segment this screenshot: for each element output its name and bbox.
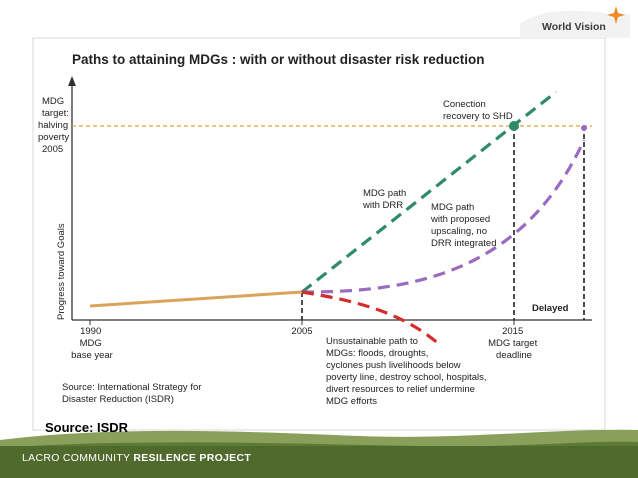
recovery-point (509, 121, 519, 131)
figure-source-note: Source: International Strategy for Disas… (62, 382, 204, 405)
y-axis-arrow (68, 76, 76, 86)
star-icon (607, 6, 625, 24)
annotation-unsustainable: Unsustainable path to MDGs: floods, drou… (326, 336, 489, 407)
y-axis-label: Progress toward Goals (56, 223, 67, 320)
x-tick-label-1990: 1990 MDG base year (71, 326, 113, 361)
chart-title: Paths to attaining MDGs : with or withou… (72, 52, 485, 67)
annotation-with-drr: MDG path with DRR (362, 188, 409, 211)
annotation-upscaling: MDG path with proposed upscaling, no DRR… (430, 202, 496, 249)
x-tick-label-2005: 2005 (291, 326, 312, 337)
y-target-label: MDG target: halving poverty 2005 (38, 96, 72, 155)
delayed-point (581, 125, 587, 131)
footer-project-name: LACRO COMMUNITY RESILENCE PROJECT (22, 452, 251, 464)
footer-band (0, 446, 638, 478)
logo-brand-text: World Vision (542, 21, 606, 33)
footer-bold: RESILENCE PROJECT (133, 452, 252, 464)
baseline-path (89, 290, 303, 308)
footer-prefix: LACRO COMMUNITY (22, 452, 131, 464)
world-vision-logo: World Vision (520, 6, 630, 38)
annotation-delayed: Delayed (532, 303, 569, 314)
figure-panel (32, 37, 606, 431)
no-drr-path (301, 139, 586, 294)
x-tick-label-2015: 2015 MDG target deadline (488, 326, 540, 361)
source-label: Source: ISDR (45, 420, 129, 435)
annotation-recovery: Conection recovery to SHD (443, 99, 513, 122)
